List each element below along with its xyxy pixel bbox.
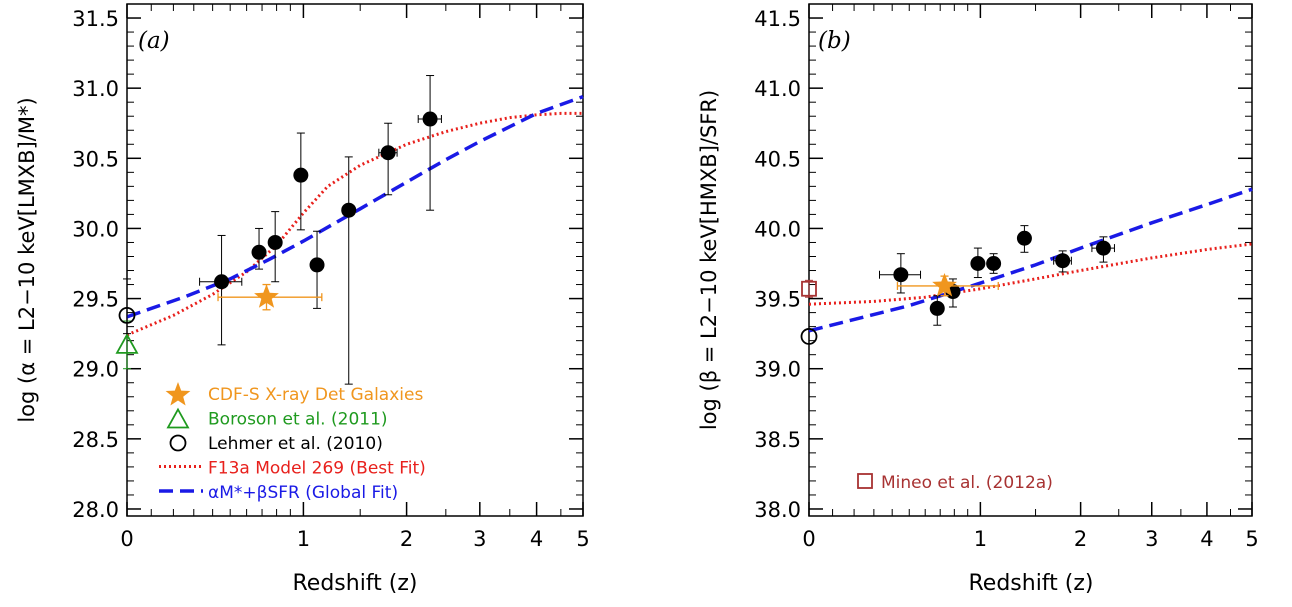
- data-point: [970, 256, 986, 272]
- f13a-model-curve: [808, 242, 1253, 306]
- x-tick-label: 0: [120, 527, 133, 551]
- panel-a-points: [115, 75, 442, 385]
- data-point: [293, 167, 309, 183]
- y-tick-label: 39.0: [754, 358, 801, 382]
- panel-b-curves: [808, 187, 1253, 333]
- panel-a-xlabel: Redshift (z): [292, 571, 417, 596]
- global-fit-curve: [808, 187, 1253, 333]
- y-tick-label: 40.5: [754, 147, 801, 171]
- f13a-model-curve: [126, 111, 583, 337]
- panel-b: 0 1 2 3 4 5 38.0 38.5 39.0 39.5 40.0 40.5 41.0 41.5 (…: [697, 3, 1259, 596]
- cdfs-star-point: [254, 284, 279, 308]
- x-tick-label: 5: [576, 527, 589, 551]
- legend-triangle-icon: [166, 407, 190, 429]
- data-point: [986, 256, 1002, 272]
- y-tick-label: 41.5: [754, 7, 801, 31]
- data-point: [267, 234, 283, 250]
- x-tick-label: 4: [530, 527, 543, 551]
- legend-label: F13a Model 269 (Best Fit): [208, 459, 426, 479]
- data-point: [1095, 240, 1111, 256]
- y-tick-label: 38.0: [754, 498, 801, 522]
- data-point: [214, 274, 230, 290]
- legend-label: Lehmer et al. (2010): [208, 434, 383, 454]
- panel-b-ticks: 0 1 2 3 4 5 38.0 38.5 39.0 39.5 40.0 40.5 41.0 41.5: [754, 4, 1259, 551]
- lehmer-point: [118, 307, 136, 324]
- panel-b-points: [800, 225, 1115, 345]
- y-tick-label: 41.0: [754, 77, 801, 101]
- cdfs-star-point: [932, 273, 957, 297]
- panel-a-ylabel: log (α = L2−10 keV[LMXB]/M*): [15, 97, 39, 422]
- x-tick-label: 2: [1074, 527, 1087, 551]
- panel-a-label: (a): [138, 28, 170, 54]
- panel-b-frame: [808, 3, 1253, 517]
- panel-b-legend: Mineo et al. (2012a): [857, 473, 1053, 493]
- y-tick-label: 31.5: [72, 7, 119, 31]
- data-point: [380, 145, 396, 161]
- data-point: [929, 300, 945, 316]
- panel-a-curves: [126, 94, 584, 337]
- panel-b-label: (b): [818, 28, 851, 54]
- x-tick-label: 1: [974, 527, 987, 551]
- data-point: [341, 202, 357, 218]
- data-point: [422, 111, 438, 127]
- legend-star-icon: [165, 382, 191, 406]
- x-tick-label: 3: [1145, 527, 1158, 551]
- y-tick-label: 30.5: [72, 147, 119, 171]
- y-tick-label: 30.0: [72, 217, 119, 241]
- panel-a: 0 1 2 3 4 5 28.0 28.5 29.0 29.5 30.0 30.5 31.0 31.5 (…: [15, 3, 590, 596]
- x-tick-label: 0: [802, 527, 815, 551]
- data-point: [309, 257, 325, 273]
- legend-label: CDF-S X-ray Det Galaxies: [208, 385, 423, 405]
- mineo-point: [801, 280, 817, 297]
- x-tick-label: 2: [400, 527, 413, 551]
- x-tick-label: 5: [1245, 527, 1258, 551]
- y-tick-label: 39.5: [754, 288, 801, 312]
- legend-label: Boroson et al. (2011): [208, 410, 388, 430]
- y-tick-label: 40.0: [754, 217, 801, 241]
- y-tick-label: 28.5: [72, 428, 119, 452]
- legend-label: αM*+βSFR (Global Fit): [208, 483, 398, 503]
- data-point: [1016, 230, 1032, 246]
- x-tick-label: 4: [1200, 527, 1213, 551]
- data-point: [1055, 253, 1071, 269]
- data-point: [893, 267, 909, 283]
- legend-label: Mineo et al. (2012a): [881, 473, 1053, 493]
- y-tick-label: 29.0: [72, 358, 119, 382]
- legend-square-icon: [857, 473, 873, 489]
- x-tick-label: 3: [473, 527, 486, 551]
- legend-circle-icon: [169, 434, 187, 452]
- panel-a-frame: [126, 3, 584, 517]
- lehmer-point: [800, 328, 818, 345]
- panel-b-xlabel: Redshift (z): [968, 571, 1093, 596]
- y-tick-label: 31.0: [72, 77, 119, 101]
- y-tick-label: 29.5: [72, 288, 119, 312]
- y-tick-label: 38.5: [754, 428, 801, 452]
- global-fit-curve: [126, 94, 584, 319]
- boroson-point: [115, 333, 139, 354]
- panel-a-legend: CDF-S X-ray Det Galaxies Boroson et al. (…: [159, 382, 426, 503]
- x-tick-label: 1: [297, 527, 310, 551]
- panel-b-ylabel: log (β = L2−10 keV[HMXB]/SFR): [697, 90, 721, 430]
- y-tick-label: 28.0: [72, 498, 119, 522]
- panel-a-ticks: 0 1 2 3 4 5 28.0 28.5 29.0 29.5 30.0 30.5 31.0 31.5: [72, 4, 590, 551]
- data-point: [251, 244, 267, 260]
